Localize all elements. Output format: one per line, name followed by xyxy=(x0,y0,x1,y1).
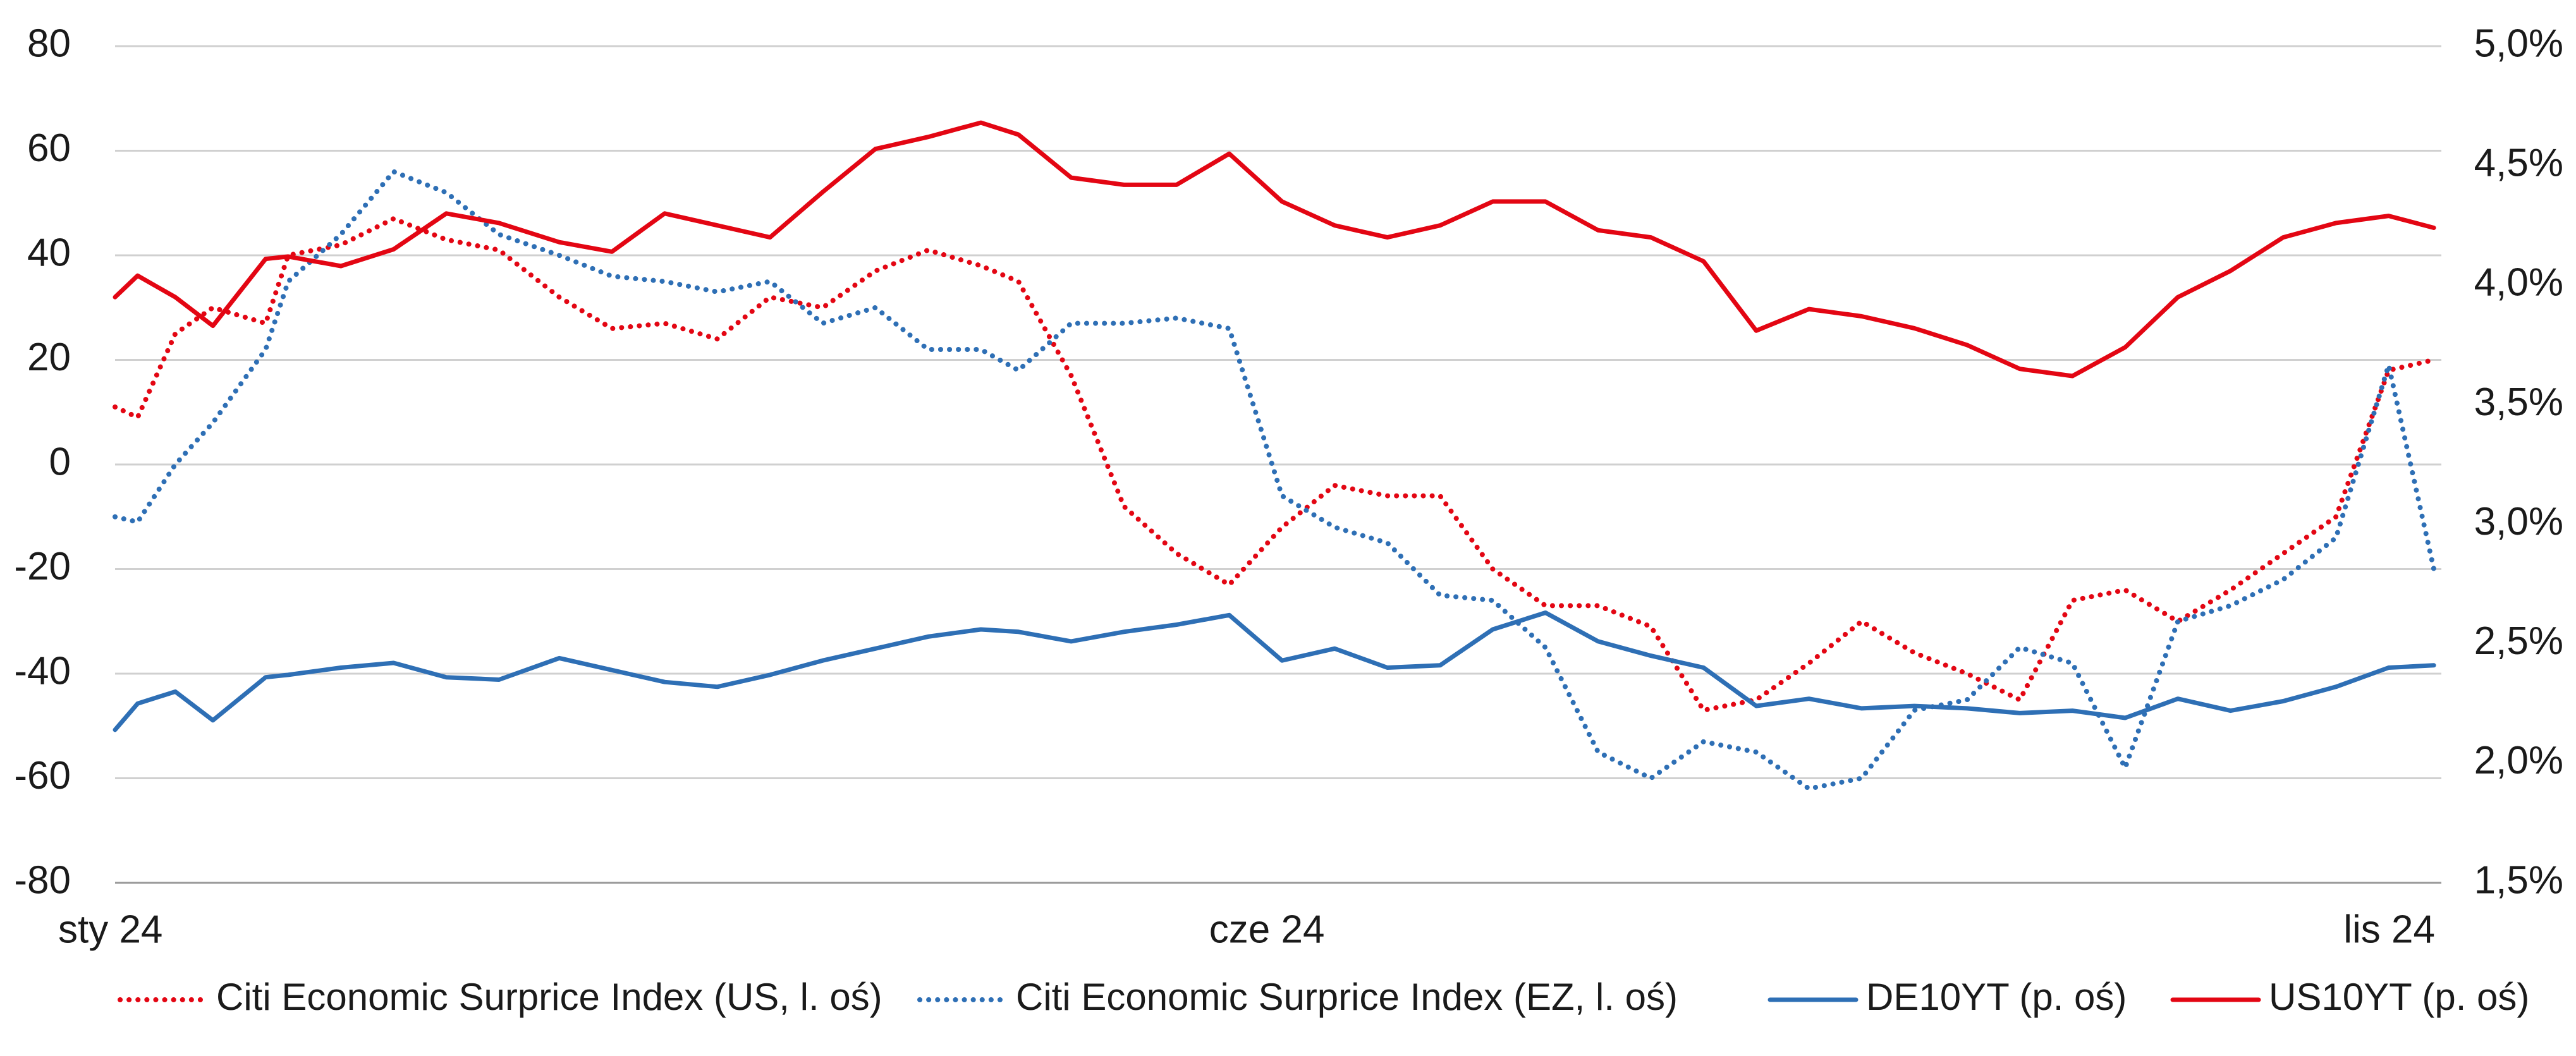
left-y-tick-label: 20 xyxy=(27,336,71,379)
left-y-tick-label: 0 xyxy=(49,440,71,483)
x-tick-label: cze 24 xyxy=(1209,907,1325,951)
right-y-axis: 5,0% 4,5% 4,0% 3,5% 3,0% 2,5% 2,0% 1,5% xyxy=(2474,21,2563,902)
left-y-tick-label: 60 xyxy=(27,126,71,170)
series-line-1 xyxy=(113,169,2437,791)
left-y-tick-label: -60 xyxy=(14,754,71,798)
legend-label-0: Citi Economic Surprice Index (US, l. oś) xyxy=(216,976,882,1018)
right-y-tick-label: 2,0% xyxy=(2474,739,2563,782)
right-y-tick-label: 4,0% xyxy=(2474,261,2563,305)
series-line-2 xyxy=(113,610,2436,732)
x-axis: sty 24 cze 24 lis 24 xyxy=(58,907,2435,951)
legend: Citi Economic Surprice Index (US, l. oś)… xyxy=(118,976,2529,1018)
legend-label-2: DE10YT (p. oś) xyxy=(1866,976,2127,1018)
left-y-tick-label: 80 xyxy=(27,21,71,65)
series-line-3 xyxy=(113,120,2436,379)
x-tick-label: lis 24 xyxy=(2343,907,2435,951)
legend-label-3: US10YT (p. oś) xyxy=(2269,976,2529,1018)
legend-label-1: Citi Economic Surprice Index (EZ, l. oś) xyxy=(1016,976,1678,1018)
right-y-tick-label: 1,5% xyxy=(2474,858,2563,902)
left-y-tick-label: -80 xyxy=(14,858,71,902)
left-y-tick-label: -40 xyxy=(14,649,71,693)
right-y-tick-label: 3,5% xyxy=(2474,380,2563,424)
right-y-tick-label: 2,5% xyxy=(2474,619,2563,663)
x-tick-label: sty 24 xyxy=(58,907,162,951)
right-y-tick-label: 4,5% xyxy=(2474,142,2563,185)
left-y-axis: 80 60 40 20 0 -20 -40 -60 -80 xyxy=(14,21,71,902)
series-lines xyxy=(113,120,2437,791)
right-y-tick-label: 3,0% xyxy=(2474,500,2563,543)
gridlines xyxy=(115,45,2441,884)
left-y-tick-label: 40 xyxy=(27,231,71,274)
right-y-tick-label: 5,0% xyxy=(2474,21,2563,65)
left-y-tick-label: -20 xyxy=(14,545,71,588)
